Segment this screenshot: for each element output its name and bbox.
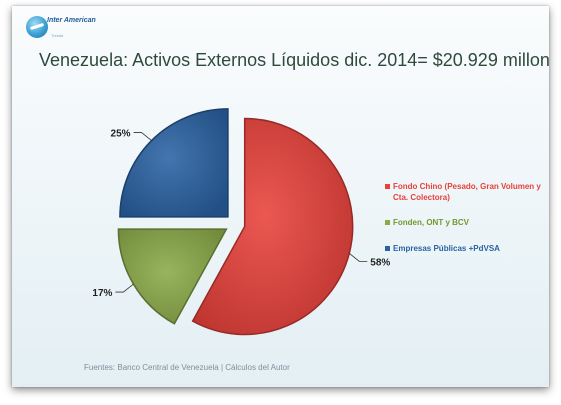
leader-line: [115, 283, 134, 293]
legend-swatch: [385, 184, 390, 189]
slide: Inter American Trends Venezuela: Activos…: [12, 6, 549, 387]
brand-tagline: Trends: [51, 33, 64, 38]
legend-swatch: [385, 220, 390, 225]
leader-line: [133, 132, 152, 141]
brand-logo: Inter American Trends: [26, 16, 96, 46]
chart-legend: Fondo Chino (Pesado, Gran Volumen y Cta.…: [385, 182, 545, 269]
chart-title: Venezuela: Activos Externos Líquidos dic…: [39, 50, 549, 70]
data-label: 25%: [111, 129, 131, 140]
legend-item-empresas-publicas: Empresas Públicas +PdVSA: [385, 244, 545, 255]
brand-name: Inter American: [47, 17, 96, 24]
legend-label: Fondo Chino (Pesado, Gran Volumen y Cta.…: [393, 182, 541, 202]
legend-label: Empresas Públicas +PdVSA: [393, 243, 500, 253]
source-note: Fuentes: Banco Central de Venezuela | Cá…: [84, 363, 290, 372]
data-label: 58%: [370, 257, 390, 268]
pie-slice: [119, 108, 229, 218]
legend-swatch: [385, 245, 390, 251]
leader-line: [349, 253, 368, 262]
legend-item-fondo-chino: Fondo Chino (Pesado, Gran Volumen y Cta.…: [385, 182, 545, 203]
pie-chart: 58% 17% 25%: [92, 108, 390, 336]
globe-icon: [26, 16, 48, 38]
data-label: 17%: [92, 288, 112, 299]
legend-item-fonden: Fonden, ONT y BCV: [385, 218, 545, 229]
legend-label: Fonden, ONT y BCV: [393, 218, 469, 227]
